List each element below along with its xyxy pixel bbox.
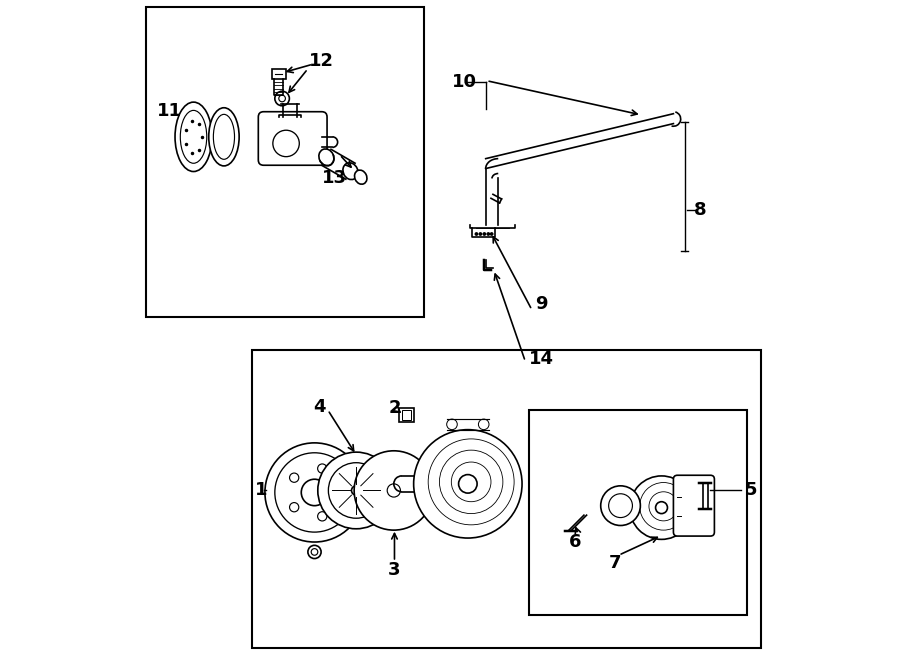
Ellipse shape xyxy=(180,110,207,163)
FancyBboxPatch shape xyxy=(272,69,286,79)
Text: 14: 14 xyxy=(528,350,554,368)
FancyBboxPatch shape xyxy=(673,475,715,536)
Circle shape xyxy=(608,494,633,518)
Ellipse shape xyxy=(319,149,334,166)
Bar xyxy=(401,410,411,420)
Circle shape xyxy=(274,91,290,106)
Circle shape xyxy=(274,453,355,532)
Text: 8: 8 xyxy=(694,201,706,219)
Circle shape xyxy=(479,233,482,235)
Text: 4: 4 xyxy=(313,397,326,416)
Circle shape xyxy=(600,486,641,525)
Text: 10: 10 xyxy=(452,73,477,91)
Circle shape xyxy=(483,233,486,235)
Ellipse shape xyxy=(355,170,367,184)
Circle shape xyxy=(279,95,285,102)
Circle shape xyxy=(387,484,400,497)
FancyBboxPatch shape xyxy=(258,112,327,165)
Circle shape xyxy=(630,476,693,539)
Circle shape xyxy=(335,488,344,497)
Text: 1: 1 xyxy=(256,481,268,500)
Circle shape xyxy=(328,463,384,518)
Circle shape xyxy=(290,473,299,483)
Bar xyxy=(252,350,760,648)
Circle shape xyxy=(655,502,668,514)
Bar xyxy=(399,408,414,422)
Circle shape xyxy=(487,233,490,235)
Circle shape xyxy=(302,479,328,506)
Circle shape xyxy=(290,502,299,512)
Ellipse shape xyxy=(213,114,235,159)
Bar xyxy=(529,410,747,615)
Circle shape xyxy=(475,233,478,235)
Circle shape xyxy=(414,430,522,538)
Ellipse shape xyxy=(209,108,239,166)
Circle shape xyxy=(446,419,457,430)
Bar xyxy=(146,7,424,317)
Text: 9: 9 xyxy=(535,295,547,313)
Circle shape xyxy=(479,419,489,430)
Text: 7: 7 xyxy=(609,554,622,572)
Circle shape xyxy=(318,512,327,521)
Text: 11: 11 xyxy=(158,102,182,120)
Circle shape xyxy=(318,464,327,473)
Circle shape xyxy=(265,443,364,542)
Text: 2: 2 xyxy=(388,399,400,417)
Circle shape xyxy=(273,130,300,157)
Ellipse shape xyxy=(175,102,212,172)
Circle shape xyxy=(308,545,321,559)
Text: 6: 6 xyxy=(570,533,581,551)
Circle shape xyxy=(459,475,477,493)
Circle shape xyxy=(311,549,318,555)
Text: 5: 5 xyxy=(744,481,757,500)
Text: 12: 12 xyxy=(309,52,334,71)
Circle shape xyxy=(352,486,361,495)
Text: 3: 3 xyxy=(388,561,400,579)
Circle shape xyxy=(355,451,434,530)
Circle shape xyxy=(491,233,493,235)
Circle shape xyxy=(318,452,394,529)
Ellipse shape xyxy=(343,163,358,180)
Text: 13: 13 xyxy=(322,169,346,188)
